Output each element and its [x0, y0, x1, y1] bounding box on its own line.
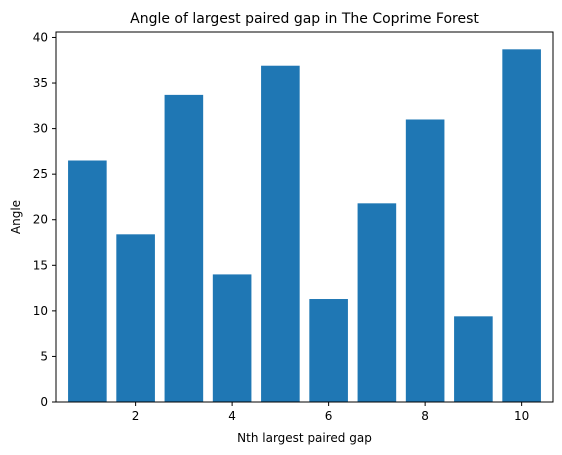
y-tick-label-0: 0 [40, 395, 48, 409]
bar-1 [68, 160, 107, 402]
x-tick-label-2: 2 [132, 409, 140, 423]
y-tick-label-25: 25 [33, 167, 48, 181]
x-tick-label-10: 10 [514, 409, 529, 423]
y-tick-label-30: 30 [33, 122, 48, 136]
y-tick-label-10: 10 [33, 304, 48, 318]
x-axis-label: Nth largest paired gap [237, 431, 372, 445]
bar-3 [164, 94, 204, 402]
bar-2 [116, 234, 155, 402]
x-axis-ticks: 2 4 6 8 10 [132, 402, 529, 423]
bar-8 [405, 119, 445, 403]
x-tick-label-8: 8 [421, 409, 429, 423]
y-tick-label-20: 20 [33, 213, 48, 227]
x-tick-label-4: 4 [228, 409, 236, 423]
plot-frame [55, 31, 554, 403]
y-axis-ticks: 0 5 10 15 20 25 30 35 40 [33, 30, 56, 409]
chart-title: Angle of largest paired gap in The Copri… [130, 11, 479, 27]
bar-4 [212, 274, 252, 402]
y-tick-label-15: 15 [33, 258, 48, 272]
bar-10 [502, 49, 541, 402]
bar-6 [309, 299, 348, 402]
bars [68, 49, 541, 403]
y-tick-label-35: 35 [33, 76, 48, 90]
x-tick-label-6: 6 [325, 409, 333, 423]
bar-9 [454, 316, 493, 402]
bar-7 [357, 203, 397, 402]
y-tick-label-5: 5 [40, 349, 48, 363]
y-tick-label-40: 40 [33, 30, 48, 44]
y-axis-label: Angle [9, 200, 23, 234]
bar-5 [261, 65, 300, 402]
